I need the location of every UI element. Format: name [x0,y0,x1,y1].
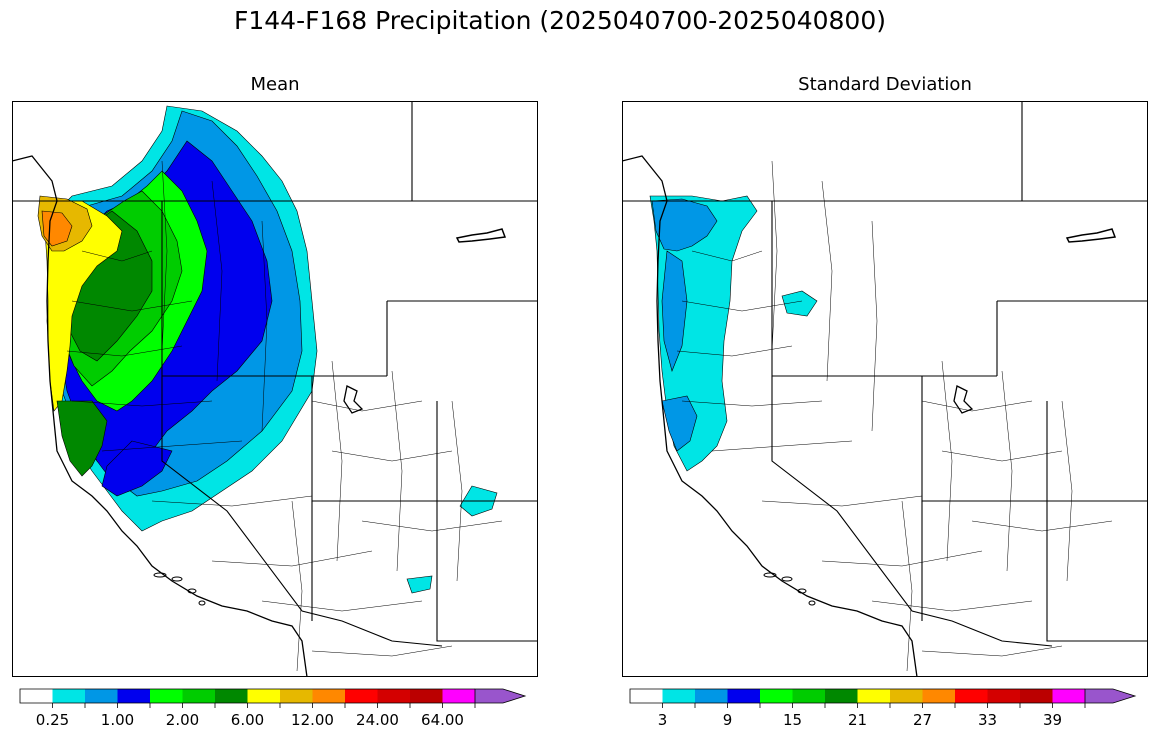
colorbar-segment [890,689,923,703]
stddev-basin-outlines [676,160,1113,672]
colorbar-segment [987,689,1020,703]
colorbar-segment [630,689,663,703]
colorbar-segment [1020,689,1053,703]
mean-coastline [12,155,308,677]
mean-lake-icon [455,228,507,243]
colorbar-segment [410,689,443,703]
colorbar-segment [442,689,475,703]
mean-basin-outlines [66,160,503,672]
stddev-panel-title: Standard Deviation [798,74,972,95]
figure-title: F144-F168 Precipitation (2025040700-2025… [233,6,886,35]
colorbar-tick-label: 9 [722,711,733,729]
colorbar-segment [792,689,825,703]
colorbar-segment [312,689,345,703]
colorbar-segment [182,689,215,703]
colorbar-tick-label: 21 [847,711,868,729]
mean-state-borders [12,101,538,647]
colorbar-segment [20,689,53,703]
colorbar-segment [345,689,378,703]
colorbar-segment [727,689,760,703]
colorbar-tick-label: 39 [1042,711,1063,729]
stddev-salt-lake [953,385,974,414]
colorbar-segment [662,689,695,703]
stddev-lake-icon [1065,228,1117,243]
stddev-state-borders [622,101,1148,647]
colorbar-tick-label: 0.25 [35,711,70,729]
colorbar-extension [474,688,527,704]
colorbar-segment [1052,689,1085,703]
colorbar-tick-label: 15 [782,711,803,729]
colorbar-segment [150,689,183,703]
colorbar-tick-label: 24.00 [356,711,399,729]
mean-map [12,101,538,677]
colorbar-segment [760,689,793,703]
mean-panel-title: Mean [250,74,300,95]
mean-salt-lake [343,385,364,414]
colorbar-tick-label: 12.00 [291,711,334,729]
colorbar-tick-label: 3 [657,711,668,729]
colorbar-tick-label: 6.00 [230,711,265,729]
colorbar-segment [280,689,313,703]
colorbar-segment [117,689,150,703]
colorbar-tick-label: 1.00 [100,711,135,729]
colorbar-segment [695,689,728,703]
colorbar-segment [955,689,988,703]
colorbar-tick-label: 27 [912,711,933,729]
colorbar-segment [85,689,118,703]
colorbar-tick-label: 64.00 [421,711,464,729]
mean-channel-islands [153,572,206,606]
colorbar-segment [377,689,410,703]
colorbar-tick-label: 33 [977,711,998,729]
stddev-channel-islands [763,572,816,606]
colorbar-segment [52,689,85,703]
stddev-map [622,101,1148,677]
colorbar-segment [247,689,280,703]
colorbar-tick-label: 2.00 [165,711,200,729]
colorbar-extension [1084,688,1137,704]
colorbar-segment [215,689,248,703]
stddev-fill [649,195,818,472]
colorbar-segment [922,689,955,703]
mean-colorbar [19,688,530,708]
colorbar-segment [857,689,890,703]
stddev-coastline [622,155,918,677]
stddev-colorbar [629,688,1140,708]
colorbar-segment [825,689,858,703]
mean-precip-fill [37,105,498,594]
